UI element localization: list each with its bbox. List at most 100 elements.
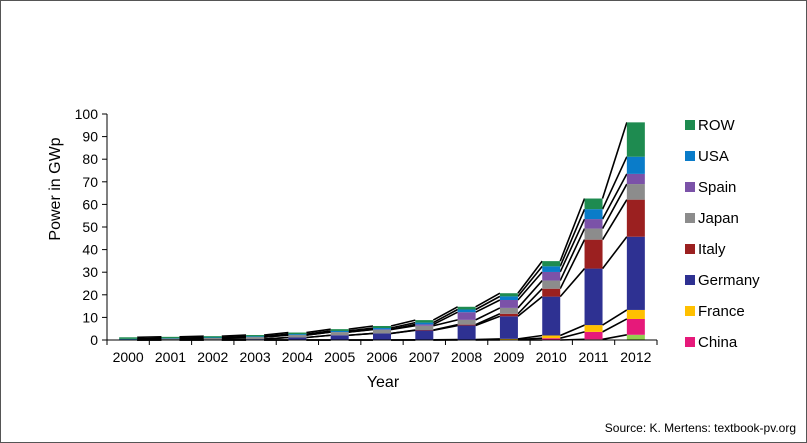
y-tick-label-20: 20 [82, 287, 98, 303]
bar-segment-row-2001 [161, 336, 180, 339]
legend-swatch-spain [685, 182, 695, 192]
x-tick-label-2004: 2004 [282, 349, 313, 365]
bar-segment-germany-2009 [499, 316, 518, 339]
legend-label-spain: Spain [698, 179, 736, 196]
connector-line-germany-8 [475, 315, 501, 327]
y-axis-title: Power in GWp [47, 137, 64, 240]
bar-segment-row-2005 [330, 329, 349, 331]
x-tick-label-2006: 2006 [366, 349, 397, 365]
connector-line-spain-8 [475, 299, 501, 313]
bar-segment-japan-2002 [203, 337, 222, 340]
bar-segment-usa-2006 [373, 328, 391, 330]
bar-segment-china-2010 [542, 338, 561, 340]
connector-line-usa-3 [264, 333, 289, 338]
legend-swatch-usa [685, 151, 695, 161]
connector-line-japan-7 [433, 319, 458, 327]
y-axis-title-group: Power in GWp [47, 137, 64, 240]
x-tick-label-2007: 2007 [409, 349, 440, 365]
x-tick-label-2005: 2005 [324, 349, 355, 365]
connector-line-usa-11 [601, 156, 628, 210]
bar-segment-spain-2006 [373, 329, 391, 330]
bar-segment-italy-2010 [542, 288, 561, 297]
bar-segment-row-2002 [203, 336, 222, 338]
connector-line-row-8 [475, 292, 501, 308]
connector-line-germany-10 [559, 268, 586, 298]
connector-line-italy-10 [559, 239, 586, 290]
connector-line-italy-4 [306, 334, 331, 339]
bar-segment-row-2008 [457, 306, 476, 310]
x-tick-label-2000: 2000 [113, 349, 144, 365]
bar-segment-japan-2008 [457, 319, 476, 325]
connector-line-usa-9 [517, 265, 543, 297]
y-tick-label-60: 60 [82, 196, 98, 212]
connector-line-spain-10 [559, 218, 586, 273]
legend-label-row: ROW [698, 117, 736, 134]
bar-segment-usa-2011 [584, 209, 603, 220]
bar-segment-other-2012 [626, 334, 645, 340]
connector-line-germany-9 [517, 295, 543, 317]
bar-segment-spain-2008 [457, 312, 476, 320]
bar-segment-spain-2009 [499, 300, 518, 308]
connector-line-usa-10 [559, 208, 586, 267]
x-tick-label-2012: 2012 [620, 349, 651, 365]
connector-line-china-9 [517, 337, 543, 341]
connector-line-usa-5 [348, 327, 374, 332]
connector-line-spain-5 [348, 328, 374, 333]
connector-line-usa-7 [432, 308, 458, 324]
bar-segment-france-2012 [626, 309, 645, 319]
bar-segment-japan-2005 [330, 332, 349, 336]
legend-label-germany: Germany [698, 272, 760, 289]
bar-segment-germany-2007 [415, 330, 434, 340]
legend-swatch-france [685, 306, 695, 316]
bar-segment-japan-2006 [373, 329, 391, 334]
connector-line-usa-1 [179, 336, 204, 339]
connector-line-spain-7 [432, 311, 458, 326]
connector-line-spain-4 [306, 331, 331, 336]
y-tick-labels: 0 10 20 30 40 50 60 70 80 90 100 [75, 106, 99, 348]
connector-line-row-9 [517, 260, 543, 294]
legend-swatch-germany [685, 275, 695, 285]
bar-segment-japan-2012 [626, 184, 645, 200]
y-tick-label-100: 100 [75, 106, 99, 122]
bar-segment-italy-2009 [499, 313, 518, 317]
bar-segment-germany-2011 [584, 268, 603, 326]
bar-segment-usa-2000 [119, 338, 138, 340]
bar-segment-china-2011 [584, 331, 603, 340]
connector-line-france-9 [517, 334, 543, 340]
bar-segment-spain-2011 [584, 219, 603, 229]
bar-segment-spain-2007 [415, 324, 434, 326]
connector-line-japan-8 [475, 307, 501, 321]
bar-segment-row-2012 [626, 122, 645, 157]
connector-line-spain-9 [517, 271, 543, 301]
connector-line-row-7 [432, 306, 459, 321]
connector-line-italy-6 [390, 329, 416, 335]
bar-segment-japan-2010 [542, 280, 561, 289]
bar-segment-france-2011 [584, 325, 603, 332]
bar-segment-row-2000 [119, 337, 138, 339]
bar-segment-usa-2005 [330, 330, 349, 333]
x-tick-label-2002: 2002 [197, 349, 228, 365]
legend-swatch-china [685, 337, 695, 347]
x-tick-label-2011: 2011 [578, 349, 608, 365]
bar-segment-row-2007 [415, 320, 434, 323]
y-tick-label-80: 80 [82, 151, 98, 167]
connector-line-row-11 [601, 122, 628, 199]
bar-segment-china-2012 [626, 318, 645, 335]
bar-segment-france-2010 [542, 335, 561, 339]
x-tick-label-2008: 2008 [451, 349, 482, 365]
bar-segment-japan-2000 [119, 339, 138, 340]
connector-line-italy-8 [475, 313, 501, 326]
bar-segment-usa-2007 [415, 322, 434, 325]
bar-segment-italy-2008 [457, 324, 476, 326]
connector-line-usa-8 [475, 295, 501, 311]
bar-segment-germany-2012 [626, 236, 645, 310]
connector-line-row-3 [263, 331, 289, 336]
connector-line-row-6 [390, 319, 416, 327]
connector-line-row-1 [179, 335, 204, 338]
y-tick-label-10: 10 [82, 309, 98, 325]
connector-line-japan-10 [559, 228, 586, 281]
bar-segment-japan-2003 [246, 337, 265, 340]
connector-line-italy-9 [517, 288, 543, 315]
bar-segment-row-2010 [542, 261, 561, 267]
